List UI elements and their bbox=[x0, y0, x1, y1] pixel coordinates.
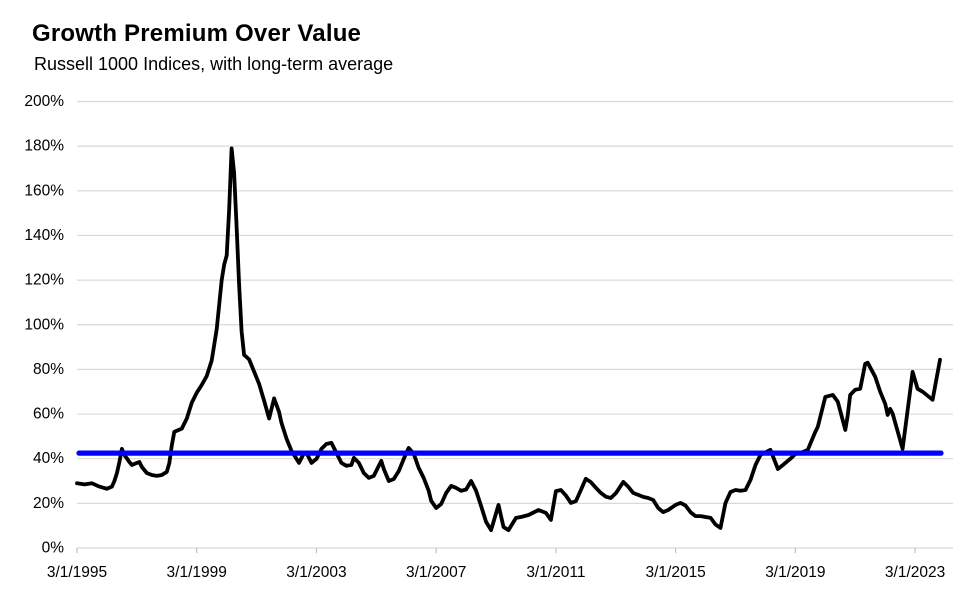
y-tick-label: 180% bbox=[24, 138, 64, 155]
x-tick-label: 3/1/2023 bbox=[885, 564, 945, 581]
x-tick-label: 3/1/1999 bbox=[167, 564, 227, 581]
x-tick-label: 3/1/2003 bbox=[286, 564, 346, 581]
y-tick-label: 160% bbox=[24, 182, 64, 199]
x-tick-label: 3/1/2019 bbox=[765, 564, 825, 581]
series-lines bbox=[75, 146, 942, 532]
y-tick-label: 40% bbox=[33, 450, 64, 467]
x-tick-label: 3/1/1995 bbox=[47, 564, 107, 581]
y-tick-label: 60% bbox=[33, 406, 64, 423]
x-axis: 3/1/1995 3/1/1999 3/1/2003 3/1/2007 3/1/2011… bbox=[47, 548, 945, 581]
y-axis-labels: 0% 20% 40% 60% 80% 100% 120% 140% 160% 180% 200% bbox=[24, 93, 64, 557]
y-tick-label: 140% bbox=[24, 227, 64, 244]
y-tick-label: 200% bbox=[24, 93, 64, 110]
x-tick-label: 3/1/2011 bbox=[526, 564, 585, 581]
chart-subtitle: Russell 1000 Indices, with long-term ave… bbox=[34, 54, 394, 74]
y-tick-label: 20% bbox=[33, 495, 64, 512]
series-line bbox=[75, 146, 942, 532]
y-tick-label: 100% bbox=[24, 316, 64, 333]
y-tick-label: 120% bbox=[24, 272, 64, 289]
gridlines bbox=[77, 100, 953, 549]
chart-title: Growth Premium Over Value bbox=[32, 20, 362, 47]
y-tick-label: 80% bbox=[33, 361, 64, 378]
y-tick-label: 0% bbox=[42, 540, 65, 557]
x-tick-label: 3/1/2015 bbox=[645, 564, 705, 581]
x-tick-label: 3/1/2007 bbox=[406, 564, 466, 581]
